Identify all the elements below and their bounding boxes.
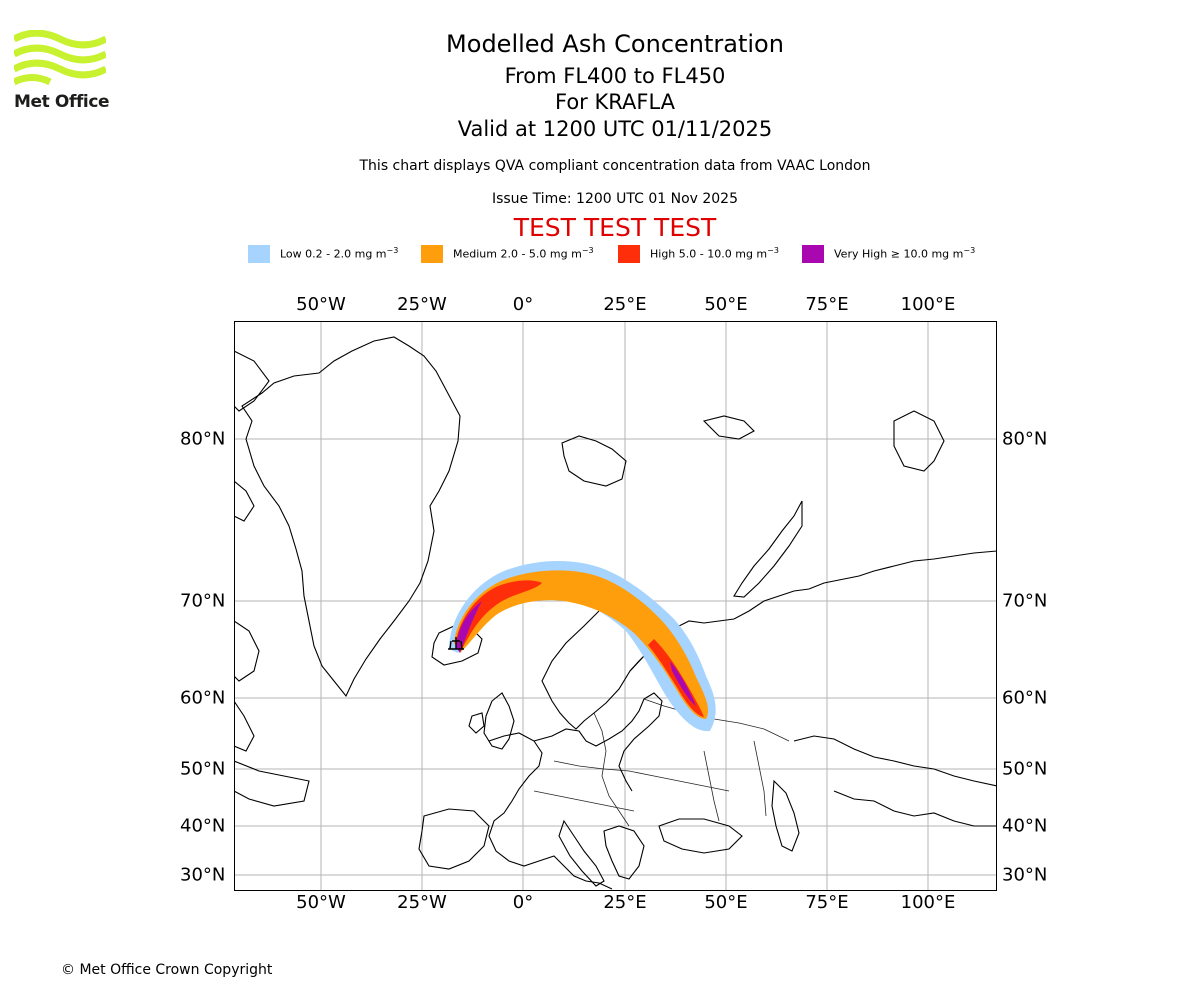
lat-label-left-30n: 30°N	[180, 864, 226, 886]
plume-very-high-east	[670, 661, 696, 706]
legend-item-medium: Medium 2.0 - 5.0 mg m−3	[421, 244, 594, 263]
lon-label-bottom-50e: 50°E	[704, 892, 748, 913]
legend-swatch-very-high	[802, 244, 824, 263]
lon-label-bottom-100e: 100°E	[900, 892, 956, 913]
volcano-name: For KRAFLA	[555, 90, 675, 114]
lat-label-right-70n: 70°N	[1002, 590, 1048, 612]
lon-label-top-0: 0°	[512, 294, 534, 315]
lat-label-right-50n: 50°N	[1002, 758, 1048, 780]
plume-low	[449, 560, 716, 732]
legend-label-low: Low 0.2 - 2.0 mg m	[280, 247, 387, 261]
map-frame	[234, 321, 997, 891]
flight-level-range: From FL400 to FL450	[504, 64, 726, 88]
lat-label-left-60n: 60°N	[180, 687, 226, 709]
lon-label-top-25e: 25°E	[603, 294, 647, 315]
lon-label-top-50w: 50°W	[296, 294, 346, 315]
lat-label-left-70n: 70°N	[180, 590, 226, 612]
lon-label-bottom-25e: 25°E	[603, 892, 647, 913]
legend-swatch-medium	[421, 244, 443, 263]
legend-item-low: Low 0.2 - 2.0 mg m−3	[248, 244, 398, 263]
lon-label-top-25w: 25°W	[397, 294, 447, 315]
graticule	[234, 321, 997, 891]
valid-time: Valid at 1200 UTC 01/11/2025	[457, 117, 773, 141]
copyright: © Met Office Crown Copyright	[61, 962, 273, 978]
issue-time: Issue Time: 1200 UTC 01 Nov 2025	[491, 191, 739, 207]
lat-label-left-50n: 50°N	[180, 758, 226, 780]
lat-label-right-60n: 60°N	[1002, 687, 1048, 709]
country-borders	[533, 698, 790, 827]
legend-swatch-low	[248, 244, 270, 263]
lon-label-bottom-0: 0°	[512, 892, 534, 913]
plume-medium	[454, 570, 709, 719]
lon-label-top-100e: 100°E	[900, 294, 956, 315]
legend-item-high: High 5.0 - 10.0 mg m−3	[618, 244, 779, 263]
legend-swatch-high	[618, 244, 640, 263]
chart-title: Modelled Ash Concentration	[446, 30, 784, 58]
lat-label-right-40n: 40°N	[1002, 815, 1048, 837]
test-banner: TEST TEST TEST	[513, 213, 717, 242]
ash-map	[234, 321, 997, 891]
legend-label-high: High 5.0 - 10.0 mg m	[650, 247, 768, 261]
logo-text: Met Office	[14, 92, 110, 112]
legend-item-very-high: Very High ≥ 10.0 mg m−3	[802, 244, 975, 263]
legend-label-very-high: Very High ≥ 10.0 mg m	[834, 247, 964, 261]
lon-label-bottom-75e: 75°E	[805, 892, 849, 913]
lon-label-top-75e: 75°E	[805, 294, 849, 315]
met-office-logo-icon	[14, 30, 106, 86]
compliance-note: This chart displays QVA compliant concen…	[359, 158, 871, 174]
lat-label-left-40n: 40°N	[180, 815, 226, 837]
ash-plume	[449, 560, 716, 732]
lat-label-left-80n: 80°N	[180, 428, 226, 450]
lon-label-top-50e: 50°E	[704, 294, 748, 315]
lat-label-right-80n: 80°N	[1002, 428, 1048, 450]
volcano-icon	[448, 637, 464, 650]
plume-very-high	[456, 601, 482, 653]
legend-label-medium: Medium 2.0 - 5.0 mg m	[453, 247, 582, 261]
lon-label-bottom-25w: 25°W	[397, 892, 447, 913]
lon-label-bottom-50w: 50°W	[296, 892, 346, 913]
lat-label-right-30n: 30°N	[1002, 864, 1048, 886]
